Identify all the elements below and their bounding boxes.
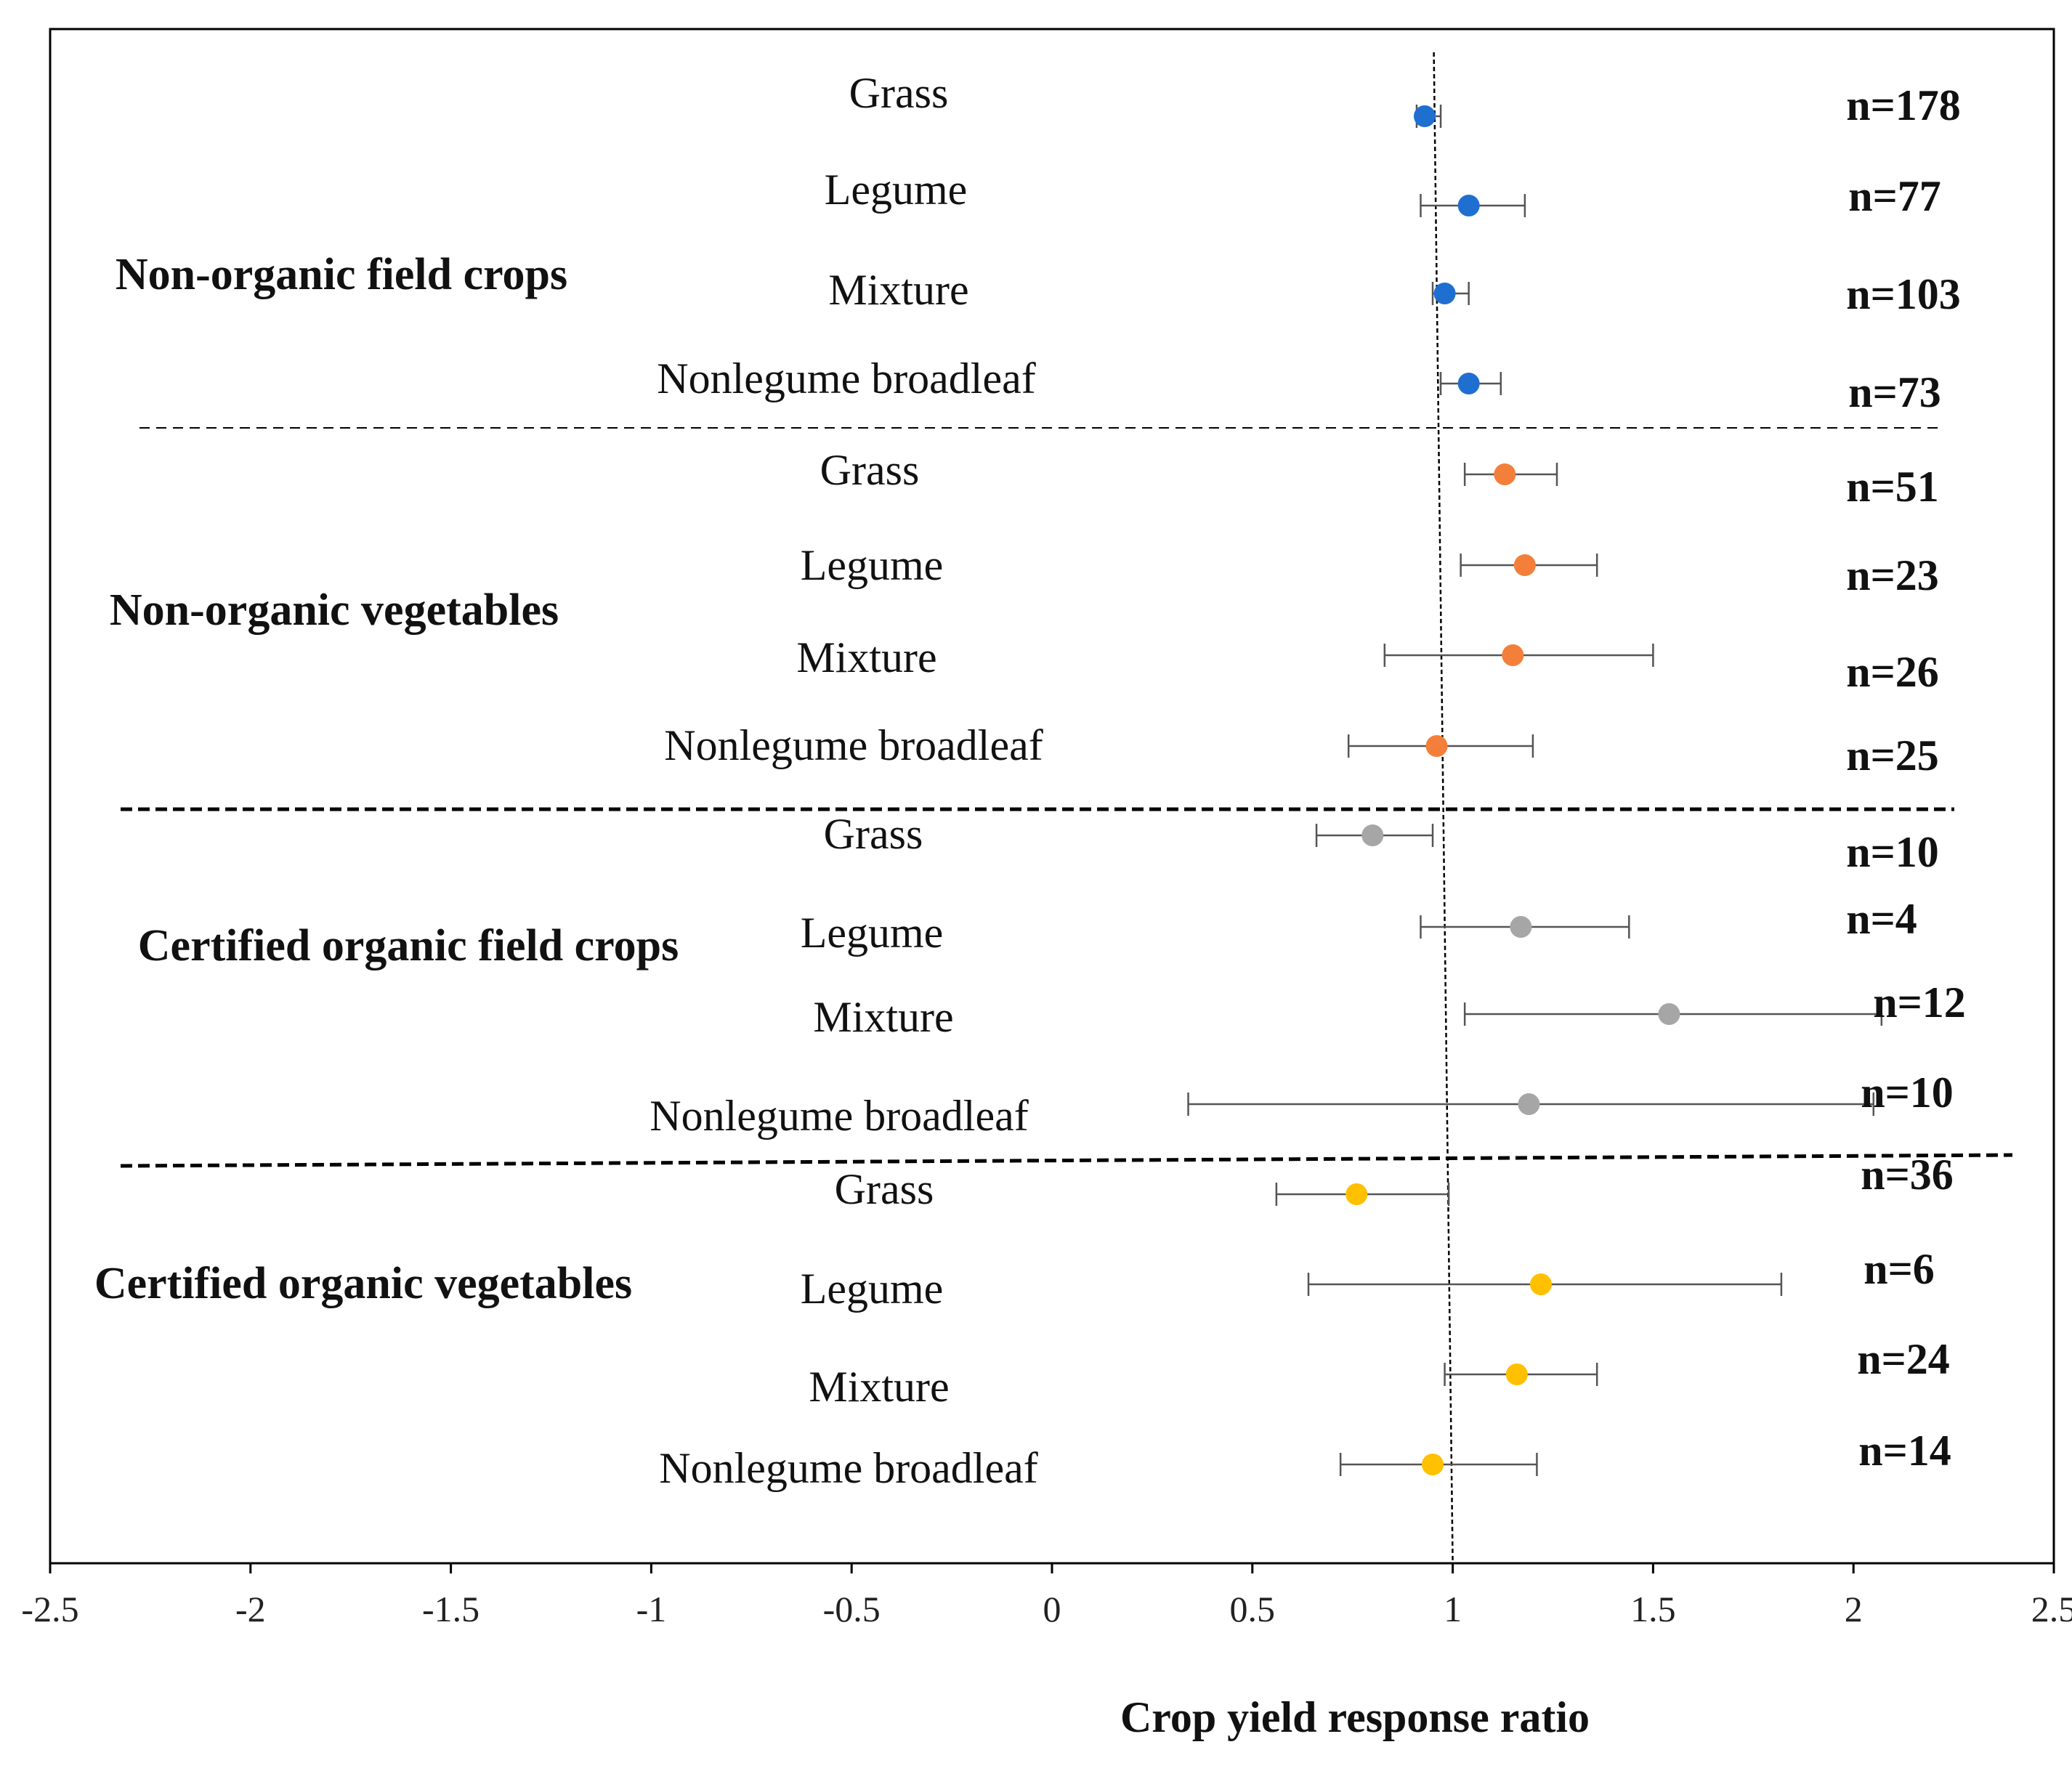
category-label: Legume [801, 541, 944, 589]
x-tick-label: -0.5 [823, 1589, 881, 1629]
category-label: Nonlegume broadleaf [664, 721, 1043, 769]
row-labels: Non-organic field crops Grass n=178 Legume n… [94, 69, 1966, 1492]
x-tick-label: 1.5 [1630, 1589, 1676, 1629]
group-label: Non-organic field crops [116, 250, 567, 299]
group-separators [120, 427, 2013, 1168]
category-label: Legume [801, 909, 944, 957]
data-point [1425, 735, 1448, 757]
category-label: Mixture [828, 266, 968, 314]
sample-size-label: n=6 [1863, 1245, 1935, 1293]
category-label: Nonlegume broadleaf [649, 1092, 1028, 1140]
x-axis-title: Crop yield response ratio [1120, 1693, 1590, 1741]
data-point [1658, 1003, 1680, 1025]
sample-size-label: n=25 [1846, 732, 1939, 779]
category-label: Nonlegume broadleaf [657, 354, 1035, 402]
sample-size-label: n=12 [1873, 978, 1966, 1026]
x-tick-label: -1 [636, 1589, 667, 1629]
data-point [1345, 1183, 1368, 1205]
data-point [1510, 916, 1532, 938]
x-tick-label: -2 [235, 1589, 266, 1629]
category-label: Nonlegume broadleaf [659, 1444, 1037, 1492]
sample-size-label: n=73 [1848, 368, 1941, 416]
category-label: Legume [825, 166, 968, 214]
sample-size-label: n=36 [1861, 1151, 1954, 1199]
x-tick-label: 1 [1444, 1589, 1462, 1629]
data-point [1505, 1363, 1528, 1385]
data-point [1518, 1093, 1540, 1115]
category-label: Mixture [796, 633, 936, 681]
reference-line-group [1433, 52, 1454, 1564]
x-tick-label: 0.5 [1230, 1589, 1276, 1629]
data-point [1457, 195, 1480, 216]
data-point [1457, 373, 1480, 394]
group-separator-line [120, 1153, 2013, 1168]
x-axis: -2.5 -2 -1.5 -1 -0.5 0 0.5 1 1.5 2 2.5 [21, 1563, 2072, 1629]
category-label: Grass [820, 446, 920, 494]
group-label: Certified organic field crops [138, 921, 679, 970]
sample-size-label: n=4 [1846, 895, 1917, 943]
category-label: Legume [801, 1265, 944, 1313]
x-tick-label: -2.5 [21, 1589, 78, 1629]
data-point [1529, 1273, 1552, 1295]
sample-size-label: n=23 [1846, 551, 1939, 599]
group-label: Certified organic vegetables [94, 1259, 632, 1308]
x-tick-label: -1.5 [422, 1589, 479, 1629]
sample-size-label: n=103 [1846, 270, 1961, 318]
data-point [1422, 1454, 1444, 1475]
x-tick-label: 2 [1845, 1589, 1863, 1629]
category-label: Mixture [809, 1363, 949, 1411]
data-marks [1187, 105, 1883, 1476]
group-label: Non-organic vegetables [110, 585, 559, 635]
sample-size-label: n=77 [1848, 172, 1941, 220]
data-point [1513, 554, 1536, 576]
x-tick-label: 0 [1043, 1589, 1061, 1629]
sample-size-label: n=10 [1846, 828, 1939, 876]
category-label: Grass [849, 69, 949, 117]
sample-size-label: n=14 [1858, 1427, 1951, 1475]
sample-size-label: n=10 [1861, 1069, 1954, 1117]
reference-line-x-1 [1433, 52, 1454, 1564]
x-tick-label: 2.5 [2031, 1589, 2072, 1629]
category-label: Grass [835, 1165, 934, 1213]
category-label: Grass [824, 810, 923, 858]
sample-size-label: n=51 [1846, 463, 1939, 511]
sample-size-label: n=24 [1857, 1335, 1950, 1383]
sample-size-label: n=26 [1846, 648, 1939, 696]
category-label: Mixture [813, 993, 953, 1041]
sample-size-label: n=178 [1846, 81, 1961, 129]
data-point [1433, 283, 1456, 304]
data-point [1502, 644, 1524, 666]
data-point [1494, 463, 1516, 485]
data-point [1361, 824, 1384, 846]
data-point [1413, 105, 1436, 127]
